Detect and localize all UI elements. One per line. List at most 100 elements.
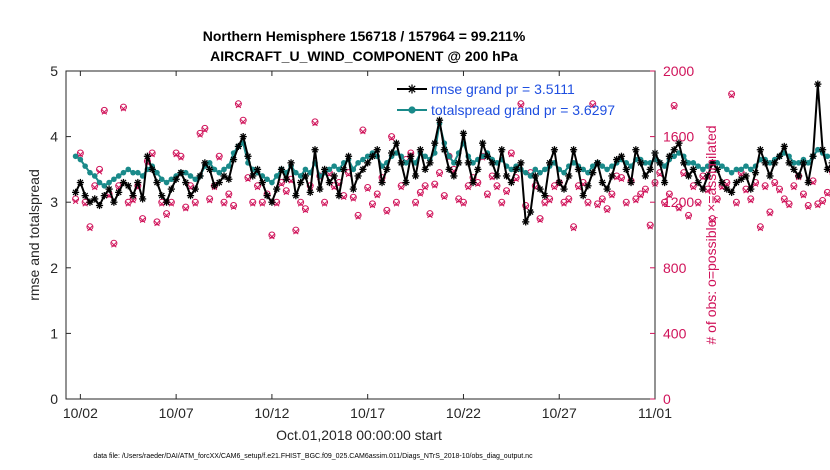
totalspread-point — [96, 179, 103, 186]
obs-possible-marker — [234, 100, 242, 108]
obs-possible-marker — [694, 198, 702, 206]
rmse-point — [699, 185, 707, 193]
rmse-point — [191, 185, 199, 193]
obs-assimilated-marker — [824, 191, 830, 197]
totalspread-point — [182, 169, 189, 176]
y-tick-label: 5 — [50, 63, 58, 79]
rmse-point — [196, 172, 204, 180]
obs-possible-marker — [297, 198, 305, 206]
obs-assimilated-marker — [230, 204, 237, 210]
obs-possible-marker — [258, 198, 266, 206]
obs-possible-marker — [641, 185, 649, 193]
obs-assimilated-marker — [388, 135, 395, 141]
rmse-point — [368, 152, 377, 160]
obs-assimilated-marker — [235, 102, 242, 109]
obs-possible-marker — [412, 198, 420, 206]
totalspread-point — [72, 153, 79, 160]
obs-assimilated-marker — [130, 197, 136, 204]
obs-assimilated-marker — [197, 132, 203, 138]
obs-possible-marker — [637, 190, 645, 198]
obs-assimilated-marker — [589, 102, 596, 109]
rmse-point — [809, 152, 817, 160]
rmse-point — [392, 139, 401, 147]
rmse-point — [584, 182, 592, 190]
obs-assimilated-marker — [819, 199, 826, 205]
rmse-point — [335, 192, 343, 200]
rmse-point — [502, 172, 511, 180]
rmse-point — [445, 165, 453, 173]
obs-assimilated-marker — [671, 104, 677, 110]
totalspread-point — [273, 173, 280, 179]
rmse-point — [105, 185, 113, 193]
rmse-point — [522, 218, 530, 226]
obs-assimilated-marker — [661, 201, 668, 207]
totalspread-point — [192, 176, 199, 183]
obs-assimilated-marker — [154, 220, 160, 227]
y2-axis-ticks: 0 400 800 1200 1600 2000 — [650, 63, 694, 407]
obs-assimilated-marker — [355, 214, 361, 220]
obs-possible-marker — [392, 198, 400, 206]
obs-possible-marker — [182, 203, 190, 211]
rmse-point — [320, 165, 329, 173]
totalspread-point — [163, 179, 170, 186]
totalspread-point — [293, 169, 299, 176]
rmse-point — [728, 188, 736, 196]
obs-assimilated-marker — [431, 183, 438, 189]
rmse-point — [670, 146, 678, 154]
obs-assimilated-marker — [460, 201, 467, 207]
y-tick-label: 4 — [50, 129, 58, 145]
obs-assimilated-marker — [465, 184, 471, 191]
obs-assimilated-marker — [360, 128, 366, 135]
totalspread-point — [805, 160, 812, 166]
rmse-point — [416, 146, 424, 154]
totalspread-point — [226, 163, 232, 169]
rmse-point — [388, 149, 396, 157]
obs-assimilated-marker — [245, 176, 251, 182]
rmse-point — [81, 192, 89, 200]
totalspread-point — [522, 169, 529, 176]
totalspread-point — [700, 166, 706, 173]
obs-assimilated-marker — [690, 184, 697, 191]
obs-possible-marker — [416, 188, 424, 196]
totalspread-point — [609, 163, 615, 169]
obs-possible-marker — [780, 195, 788, 203]
obs-assimilated-marker — [733, 201, 740, 207]
rmse-point — [277, 165, 286, 173]
obs-possible-marker — [321, 198, 329, 206]
obs-possible-marker — [268, 231, 276, 239]
rmse-point — [263, 192, 271, 200]
obs-possible-marker — [507, 149, 515, 157]
obs-assimilated-marker — [216, 155, 222, 161]
rmse-point — [751, 169, 760, 177]
obs-assimilated-marker — [800, 192, 807, 199]
rmse-point — [153, 178, 161, 187]
obs-assimilated-marker — [728, 92, 735, 99]
obs-possible-marker — [196, 129, 204, 137]
obs-possible-marker — [373, 190, 381, 198]
obs-possible-marker — [689, 182, 697, 190]
rmse-point — [158, 192, 166, 200]
obs-assimilated-marker — [240, 119, 246, 125]
obs-assimilated-marker — [781, 197, 788, 204]
totalspread-point — [815, 146, 821, 153]
totalspread-point — [422, 153, 428, 160]
rmse-point — [483, 152, 491, 160]
obs-assimilated-marker — [499, 201, 505, 207]
obs-assimilated-marker — [120, 105, 127, 112]
rmse-point — [234, 142, 242, 151]
y-tick-label: 2 — [50, 260, 58, 276]
rmse-point — [656, 159, 664, 167]
y2-tick-label: 1600 — [663, 129, 694, 145]
x-tick-label: 10/17 — [350, 405, 385, 421]
totalspread-point — [470, 160, 476, 166]
totalspread-point — [714, 160, 721, 166]
totalspread-point — [187, 173, 194, 179]
rmse-point — [684, 172, 693, 180]
obs-assimilated-marker — [767, 210, 773, 217]
obs-possible-marker — [282, 187, 290, 195]
obs-possible-marker — [431, 180, 439, 188]
rmse-point — [689, 165, 697, 173]
rmse-point — [560, 185, 568, 193]
rmse-point — [766, 172, 774, 180]
rmse-point — [182, 178, 190, 187]
